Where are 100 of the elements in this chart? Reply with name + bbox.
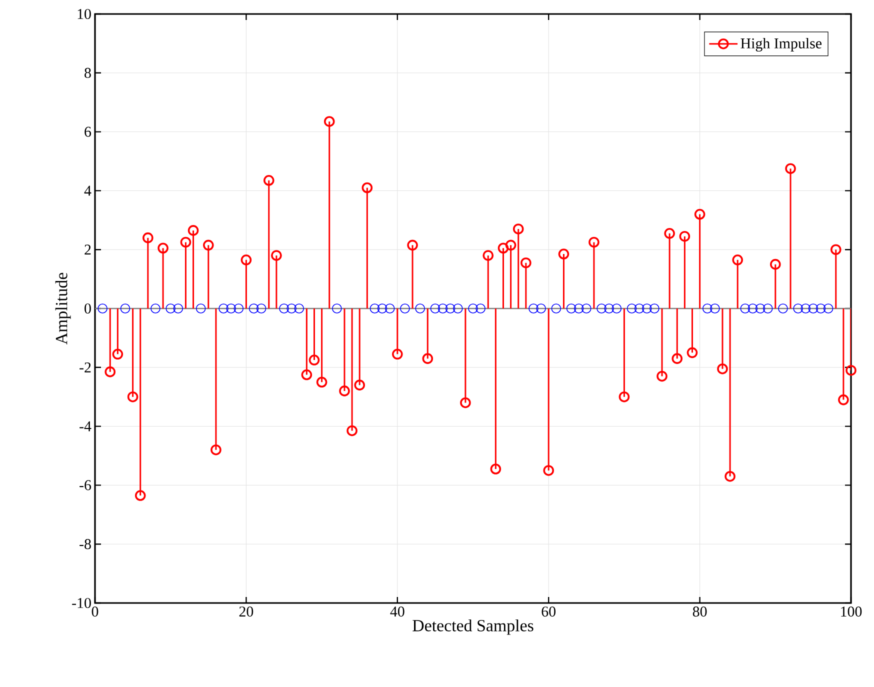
point: [664, 228, 675, 239]
point: [770, 258, 781, 270]
point: [460, 397, 471, 408]
legend-label: High Impulse: [740, 38, 822, 52]
point: [717, 363, 728, 374]
point: [582, 304, 592, 314]
point: [234, 304, 244, 314]
point: [316, 376, 328, 388]
point: [248, 304, 259, 314]
point: [294, 304, 304, 314]
point: [558, 248, 570, 260]
point: [830, 244, 842, 255]
point: [452, 304, 463, 314]
point: [588, 236, 600, 248]
point: [650, 304, 660, 314]
point: [271, 250, 282, 261]
point: [346, 425, 358, 436]
point: [203, 240, 214, 251]
point: [642, 304, 652, 314]
point: [816, 304, 826, 314]
point: [354, 380, 365, 390]
point: [400, 304, 410, 314]
point: [724, 470, 736, 482]
point: [612, 304, 622, 314]
point: [142, 232, 154, 244]
point: [505, 240, 516, 251]
point: [286, 304, 296, 314]
point: [846, 364, 856, 376]
point: [490, 464, 502, 474]
point: [226, 304, 236, 314]
point: [188, 225, 199, 236]
point: [498, 242, 509, 254]
point: [800, 304, 811, 314]
point: [679, 230, 690, 242]
y-tick-label: -4: [80, 421, 92, 432]
y-tick-label: 2: [84, 244, 91, 255]
point: [256, 304, 266, 314]
point: [127, 391, 138, 402]
point: [263, 174, 274, 186]
point: [308, 354, 320, 366]
y-axis-title: Amplitude: [55, 272, 71, 345]
point: [438, 304, 448, 314]
point: [634, 304, 644, 314]
point: [240, 254, 252, 266]
point: [702, 304, 712, 314]
y-tick-label: -8: [80, 539, 91, 550]
point: [482, 250, 494, 261]
point: [112, 348, 124, 360]
point: [748, 304, 758, 314]
point: [150, 304, 160, 314]
y-tick-label: -2: [80, 362, 91, 372]
point: [618, 391, 630, 402]
point: [512, 224, 524, 234]
point: [173, 304, 184, 314]
point: [732, 254, 744, 266]
point: [838, 394, 849, 406]
point: [218, 304, 228, 314]
y-tick-label: 6: [84, 126, 92, 137]
x-tick-label: 80: [692, 606, 707, 617]
point: [740, 304, 750, 314]
point: [543, 465, 554, 476]
point: [377, 304, 388, 314]
point: [180, 236, 192, 248]
y-tick-label: 0: [84, 303, 91, 314]
point: [808, 304, 818, 314]
point: [785, 163, 796, 174]
point: [672, 353, 683, 364]
point: [134, 490, 146, 501]
point: [468, 304, 478, 314]
point: [196, 304, 206, 314]
point: [626, 304, 637, 314]
point: [166, 304, 176, 314]
point: [793, 304, 803, 314]
point: [596, 304, 606, 314]
point: [520, 257, 532, 268]
y-tick-label: -6: [80, 480, 92, 490]
point: [528, 304, 538, 314]
point: [551, 304, 562, 314]
point: [407, 240, 418, 251]
point: [430, 304, 440, 314]
point: [694, 208, 706, 220]
point: [384, 304, 395, 314]
point: [566, 304, 576, 314]
point: [686, 347, 698, 358]
point: [332, 304, 342, 314]
point: [755, 304, 766, 314]
x-tick-label: 40: [390, 606, 404, 617]
point: [210, 444, 222, 456]
point: [370, 304, 380, 314]
y-tick-label: 8: [84, 68, 91, 78]
x-tick-label: 100: [841, 606, 862, 617]
x-tick-label: 20: [239, 606, 254, 617]
x-tick-label: 0: [92, 606, 98, 617]
point: [324, 116, 335, 127]
point: [762, 304, 773, 314]
point: [710, 304, 720, 314]
point: [476, 304, 486, 314]
y-tick-label: 4: [84, 186, 92, 196]
point: [301, 369, 312, 380]
point: [536, 304, 546, 314]
